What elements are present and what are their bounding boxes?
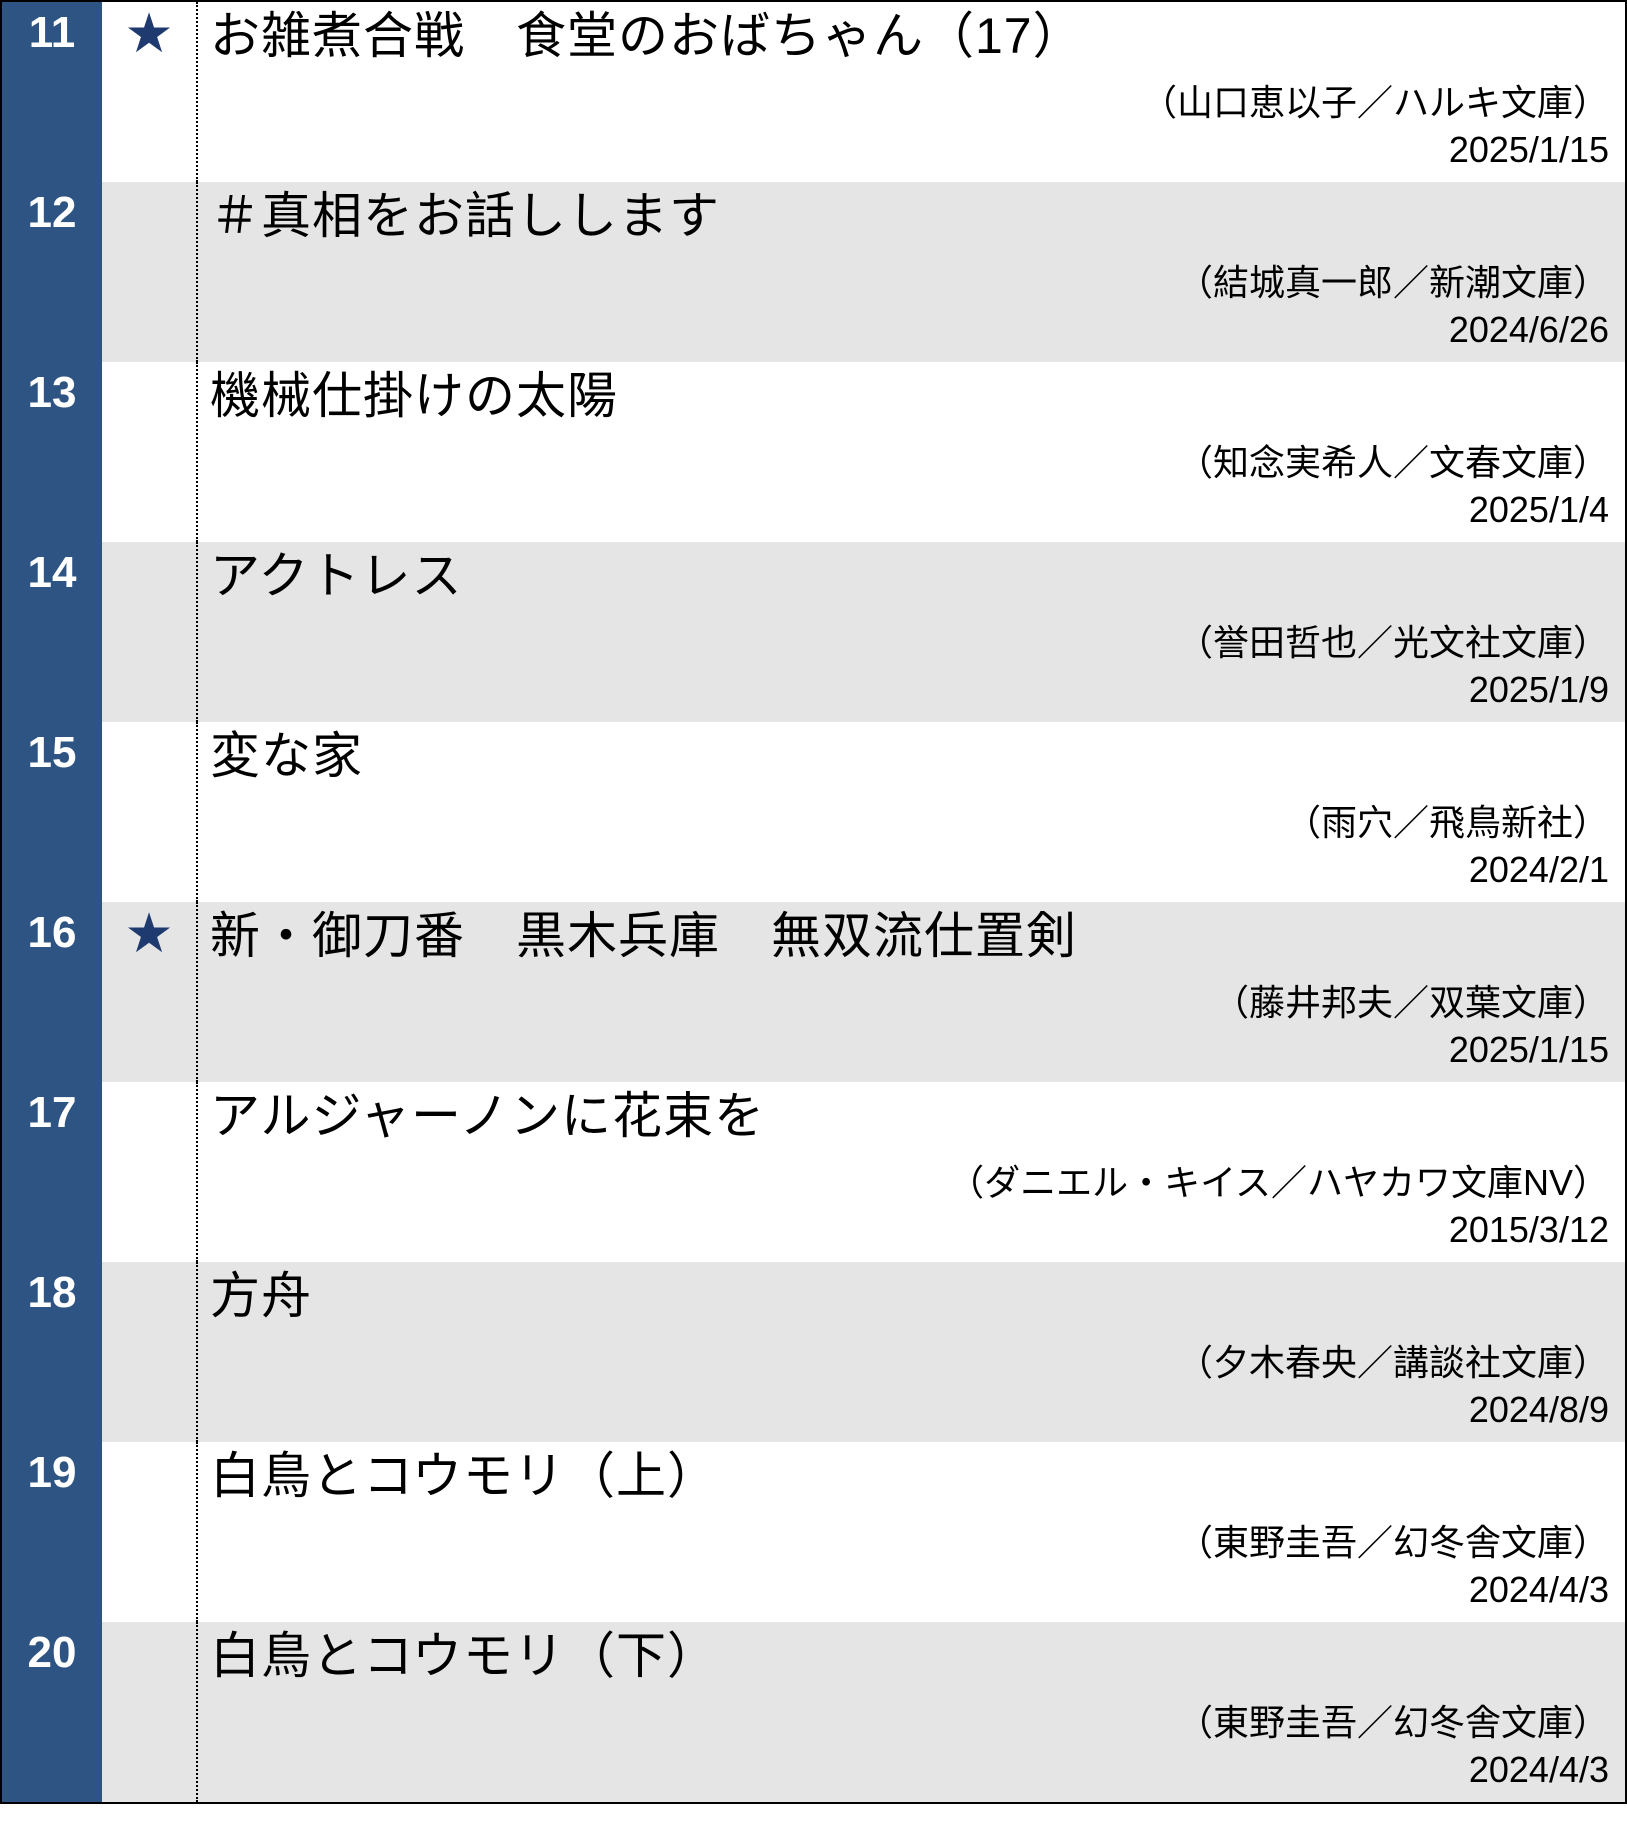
book-content: 方舟 （夕木春央／講談社文庫）2024/8/9 — [198, 1262, 1625, 1442]
author-publisher: （藤井邦夫／双葉文庫） — [210, 980, 1609, 1027]
author-publisher: （結城真一郎／新潮文庫） — [210, 260, 1609, 307]
rank-number: 20 — [2, 1622, 102, 1802]
book-content: 白鳥とコウモリ（上） （東野圭吾／幻冬舎文庫）2024/4/3 — [198, 1442, 1625, 1622]
book-meta: （山口恵以子／ハルキ文庫）2025/1/15 — [210, 80, 1609, 174]
author-publisher: （東野圭吾／幻冬舎文庫） — [210, 1520, 1609, 1567]
publish-date: 2024/6/26 — [210, 307, 1609, 354]
book-title: アルジャーノンに花束を — [210, 1088, 1609, 1146]
book-title: 白鳥とコウモリ（上） — [210, 1448, 1609, 1506]
book-meta: （藤井邦夫／双葉文庫）2025/1/15 — [210, 980, 1609, 1074]
rank-number: 13 — [2, 362, 102, 542]
book-meta: （誉田哲也／光文社文庫）2025/1/9 — [210, 620, 1609, 714]
ranking-row: 14 アクトレス （誉田哲也／光文社文庫）2025/1/9 — [2, 542, 1625, 722]
book-meta: （ダニエル・キイス／ハヤカワ文庫NV）2015/3/12 — [210, 1160, 1609, 1254]
publish-date: 2025/1/15 — [210, 127, 1609, 174]
book-meta: （東野圭吾／幻冬舎文庫）2024/4/3 — [210, 1520, 1609, 1614]
star-icon — [102, 182, 198, 362]
book-title: 白鳥とコウモリ（下） — [210, 1628, 1609, 1686]
ranking-row: 17 アルジャーノンに花束を （ダニエル・キイス／ハヤカワ文庫NV）2015/3/1… — [2, 1082, 1625, 1262]
author-publisher: （ダニエル・キイス／ハヤカワ文庫NV） — [210, 1160, 1609, 1207]
star-icon — [102, 1082, 198, 1262]
publish-date: 2025/1/9 — [210, 667, 1609, 714]
publish-date: 2025/1/15 — [210, 1027, 1609, 1074]
star-icon — [102, 542, 198, 722]
ranking-row: 11★お雑煮合戦 食堂のおばちゃん（17） （山口恵以子／ハルキ文庫）2025/1… — [2, 2, 1625, 182]
author-publisher: （夕木春央／講談社文庫） — [210, 1340, 1609, 1387]
book-title: ＃真相をお話しします — [210, 188, 1609, 246]
book-meta: （夕木春央／講談社文庫）2024/8/9 — [210, 1340, 1609, 1434]
author-publisher: （東野圭吾／幻冬舎文庫） — [210, 1700, 1609, 1747]
book-title: 機械仕掛けの太陽 — [210, 368, 1609, 426]
book-content: ＃真相をお話しします （結城真一郎／新潮文庫）2024/6/26 — [198, 182, 1625, 362]
book-title: アクトレス — [210, 548, 1609, 606]
author-publisher: （知念実希人／文春文庫） — [210, 440, 1609, 487]
book-content: アクトレス （誉田哲也／光文社文庫）2025/1/9 — [198, 542, 1625, 722]
rank-number: 18 — [2, 1262, 102, 1442]
publish-date: 2025/1/4 — [210, 487, 1609, 534]
publish-date: 2024/8/9 — [210, 1387, 1609, 1434]
publish-date: 2024/4/3 — [210, 1567, 1609, 1614]
book-meta: （結城真一郎／新潮文庫）2024/6/26 — [210, 260, 1609, 354]
book-meta: （東野圭吾／幻冬舎文庫）2024/4/3 — [210, 1700, 1609, 1794]
author-publisher: （誉田哲也／光文社文庫） — [210, 620, 1609, 667]
ranking-row: 12 ＃真相をお話しします （結城真一郎／新潮文庫）2024/6/26 — [2, 182, 1625, 362]
book-content: 機械仕掛けの太陽 （知念実希人／文春文庫）2025/1/4 — [198, 362, 1625, 542]
book-meta: （知念実希人／文春文庫）2025/1/4 — [210, 440, 1609, 534]
rank-number: 15 — [2, 722, 102, 902]
book-content: 新・御刀番 黒木兵庫 無双流仕置剣 （藤井邦夫／双葉文庫）2025/1/15 — [198, 902, 1625, 1082]
rank-number: 14 — [2, 542, 102, 722]
rank-number: 19 — [2, 1442, 102, 1622]
star-icon — [102, 722, 198, 902]
star-icon — [102, 1622, 198, 1802]
ranking-row: 13 機械仕掛けの太陽 （知念実希人／文春文庫）2025/1/4 — [2, 362, 1625, 542]
book-title: 方舟 — [210, 1268, 1609, 1326]
book-content: 変な家 （雨穴／飛鳥新社）2024/2/1 — [198, 722, 1625, 902]
rank-number: 11 — [2, 2, 102, 182]
book-meta: （雨穴／飛鳥新社）2024/2/1 — [210, 800, 1609, 894]
ranking-row: 20 白鳥とコウモリ（下） （東野圭吾／幻冬舎文庫）2024/4/3 — [2, 1622, 1625, 1802]
author-publisher: （雨穴／飛鳥新社） — [210, 800, 1609, 847]
ranking-row: 16★新・御刀番 黒木兵庫 無双流仕置剣 （藤井邦夫／双葉文庫）2025/1/15 — [2, 902, 1625, 1082]
book-title: 新・御刀番 黒木兵庫 無双流仕置剣 — [210, 908, 1609, 966]
star-icon — [102, 362, 198, 542]
ranking-row: 18 方舟 （夕木春央／講談社文庫）2024/8/9 — [2, 1262, 1625, 1442]
ranking-row: 15 変な家 （雨穴／飛鳥新社）2024/2/1 — [2, 722, 1625, 902]
rank-number: 16 — [2, 902, 102, 1082]
star-icon — [102, 1262, 198, 1442]
star-icon: ★ — [102, 902, 198, 1082]
publish-date: 2015/3/12 — [210, 1207, 1609, 1254]
publish-date: 2024/4/3 — [210, 1747, 1609, 1794]
book-content: アルジャーノンに花束を （ダニエル・キイス／ハヤカワ文庫NV）2015/3/12 — [198, 1082, 1625, 1262]
book-title: お雑煮合戦 食堂のおばちゃん（17） — [210, 8, 1609, 66]
book-title: 変な家 — [210, 728, 1609, 786]
ranking-row: 19 白鳥とコウモリ（上） （東野圭吾／幻冬舎文庫）2024/4/3 — [2, 1442, 1625, 1622]
book-content: 白鳥とコウモリ（下） （東野圭吾／幻冬舎文庫）2024/4/3 — [198, 1622, 1625, 1802]
author-publisher: （山口恵以子／ハルキ文庫） — [210, 80, 1609, 127]
book-content: お雑煮合戦 食堂のおばちゃん（17） （山口恵以子／ハルキ文庫）2025/1/15 — [198, 2, 1625, 182]
ranking-table: 11★お雑煮合戦 食堂のおばちゃん（17）（山口恵以子／ハルキ文庫）2025/1… — [0, 0, 1627, 1804]
rank-number: 12 — [2, 182, 102, 362]
star-icon: ★ — [102, 2, 198, 182]
publish-date: 2024/2/1 — [210, 847, 1609, 894]
rank-number: 17 — [2, 1082, 102, 1262]
star-icon — [102, 1442, 198, 1622]
